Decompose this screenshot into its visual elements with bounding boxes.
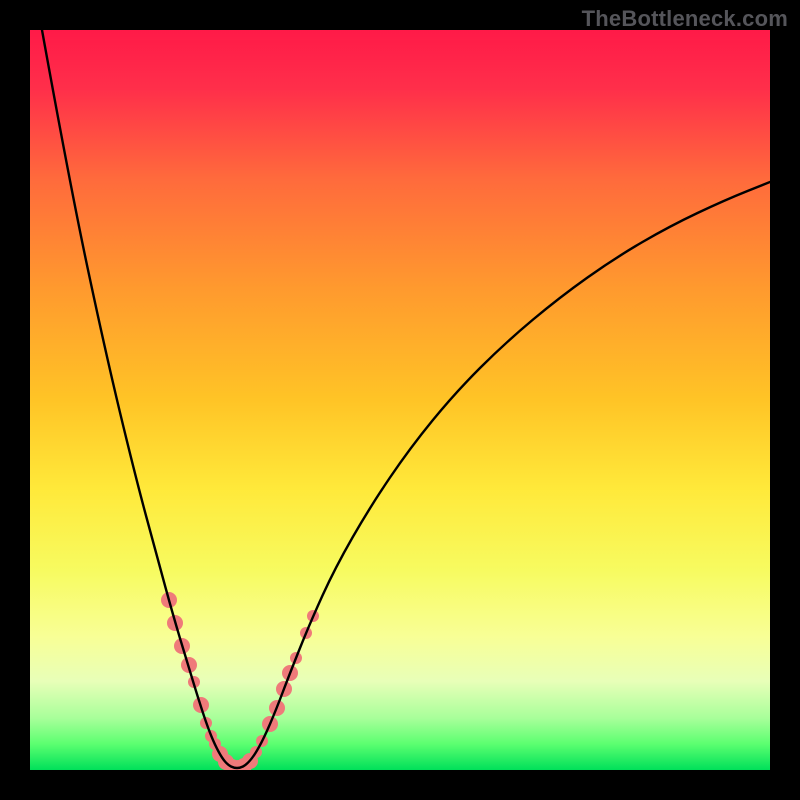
- plot-area: [30, 30, 770, 770]
- watermark-text: TheBottleneck.com: [582, 6, 788, 32]
- curve-layer: [30, 30, 770, 770]
- markers-group: [161, 592, 319, 770]
- chart-container: TheBottleneck.com: [0, 0, 800, 800]
- bottleneck-curve: [42, 30, 770, 768]
